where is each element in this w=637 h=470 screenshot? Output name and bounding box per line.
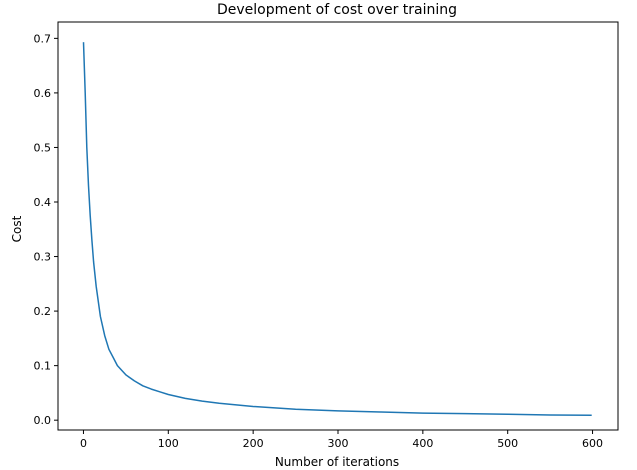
x-tick-label: 500 xyxy=(497,437,518,450)
x-tick-label: 400 xyxy=(412,437,433,450)
x-tick-label: 100 xyxy=(158,437,179,450)
y-tick-label: 0.6 xyxy=(34,87,52,100)
x-tick-label: 300 xyxy=(328,437,349,450)
y-axis-label: Cost xyxy=(10,215,24,242)
x-tick-label: 600 xyxy=(582,437,603,450)
y-tick-label: 0.1 xyxy=(34,360,52,373)
x-axis-label: Number of iterations xyxy=(275,455,399,469)
y-tick-label: 0.5 xyxy=(34,141,52,154)
cost-series-line xyxy=(82,42,592,417)
y-tick-label: 0.3 xyxy=(34,251,52,264)
y-axis-ticks: 0.0 0.1 0.2 0.3 0.4 0.5 0.6 0.7 xyxy=(34,32,58,427)
y-tick-label: 0.4 xyxy=(34,196,52,209)
plot-area xyxy=(82,42,592,417)
x-tick-label: 0 xyxy=(80,437,87,450)
x-axis-ticks: 0 100 200 300 400 500 600 xyxy=(80,430,603,450)
plot-frame xyxy=(57,21,619,431)
y-tick-label: 0.2 xyxy=(34,305,52,318)
y-tick-label: 0.7 xyxy=(34,32,52,45)
chart-title: Development of cost over training xyxy=(217,2,457,18)
y-tick-label: 0.0 xyxy=(34,414,52,427)
x-tick-label: 200 xyxy=(243,437,264,450)
